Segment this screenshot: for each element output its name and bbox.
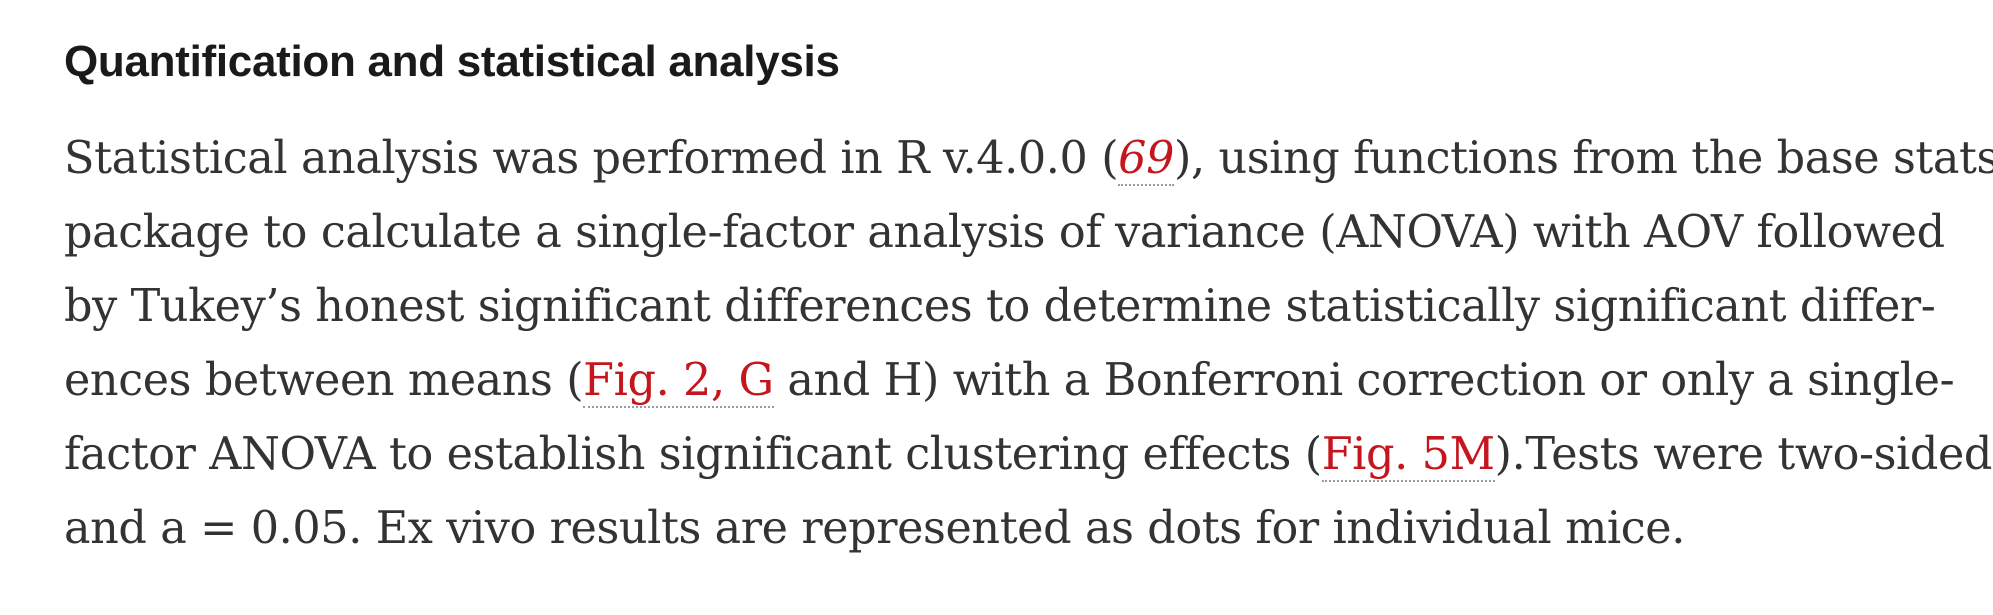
section-heading: Quantification and statistical analysis bbox=[64, 37, 840, 86]
figure-link-fig-2g[interactable]: Fig. 2, G bbox=[583, 355, 774, 408]
paragraph-line-3: by Tukey’s honest significant difference… bbox=[64, 281, 1936, 332]
text-span: ), using functions from the base stats bbox=[1174, 133, 1993, 184]
paragraph-line-5: factor ANOVA to establish significant cl… bbox=[64, 418, 1992, 492]
paragraph-line-4: ences between means (Fig. 2, G and H) wi… bbox=[64, 344, 1984, 418]
paragraph-line-6: and a = 0.05. Ex vivo results are repres… bbox=[64, 503, 1685, 554]
paragraph-line-1: Statistical analysis was performed in R … bbox=[64, 122, 1993, 196]
text-span: Statistical analysis was performed in R … bbox=[64, 133, 1119, 184]
text-span: and H) with a Bonferroni correction or o… bbox=[773, 355, 1955, 406]
paragraph-line-2: package to calculate a single-factor ana… bbox=[64, 207, 1945, 258]
reference-link-69[interactable]: 69 bbox=[1118, 133, 1174, 186]
text-span: ences between means ( bbox=[64, 355, 584, 406]
text-span: ).Tests were two-sided bbox=[1494, 429, 1993, 480]
section-paragraph: Statistical analysis was performed in R … bbox=[64, 122, 1993, 566]
methods-section: Quantification and statistical analysis … bbox=[64, 30, 1993, 566]
figure-link-fig-5m[interactable]: Fig. 5M bbox=[1321, 429, 1495, 482]
text-span: factor ANOVA to establish significant cl… bbox=[64, 429, 1322, 480]
